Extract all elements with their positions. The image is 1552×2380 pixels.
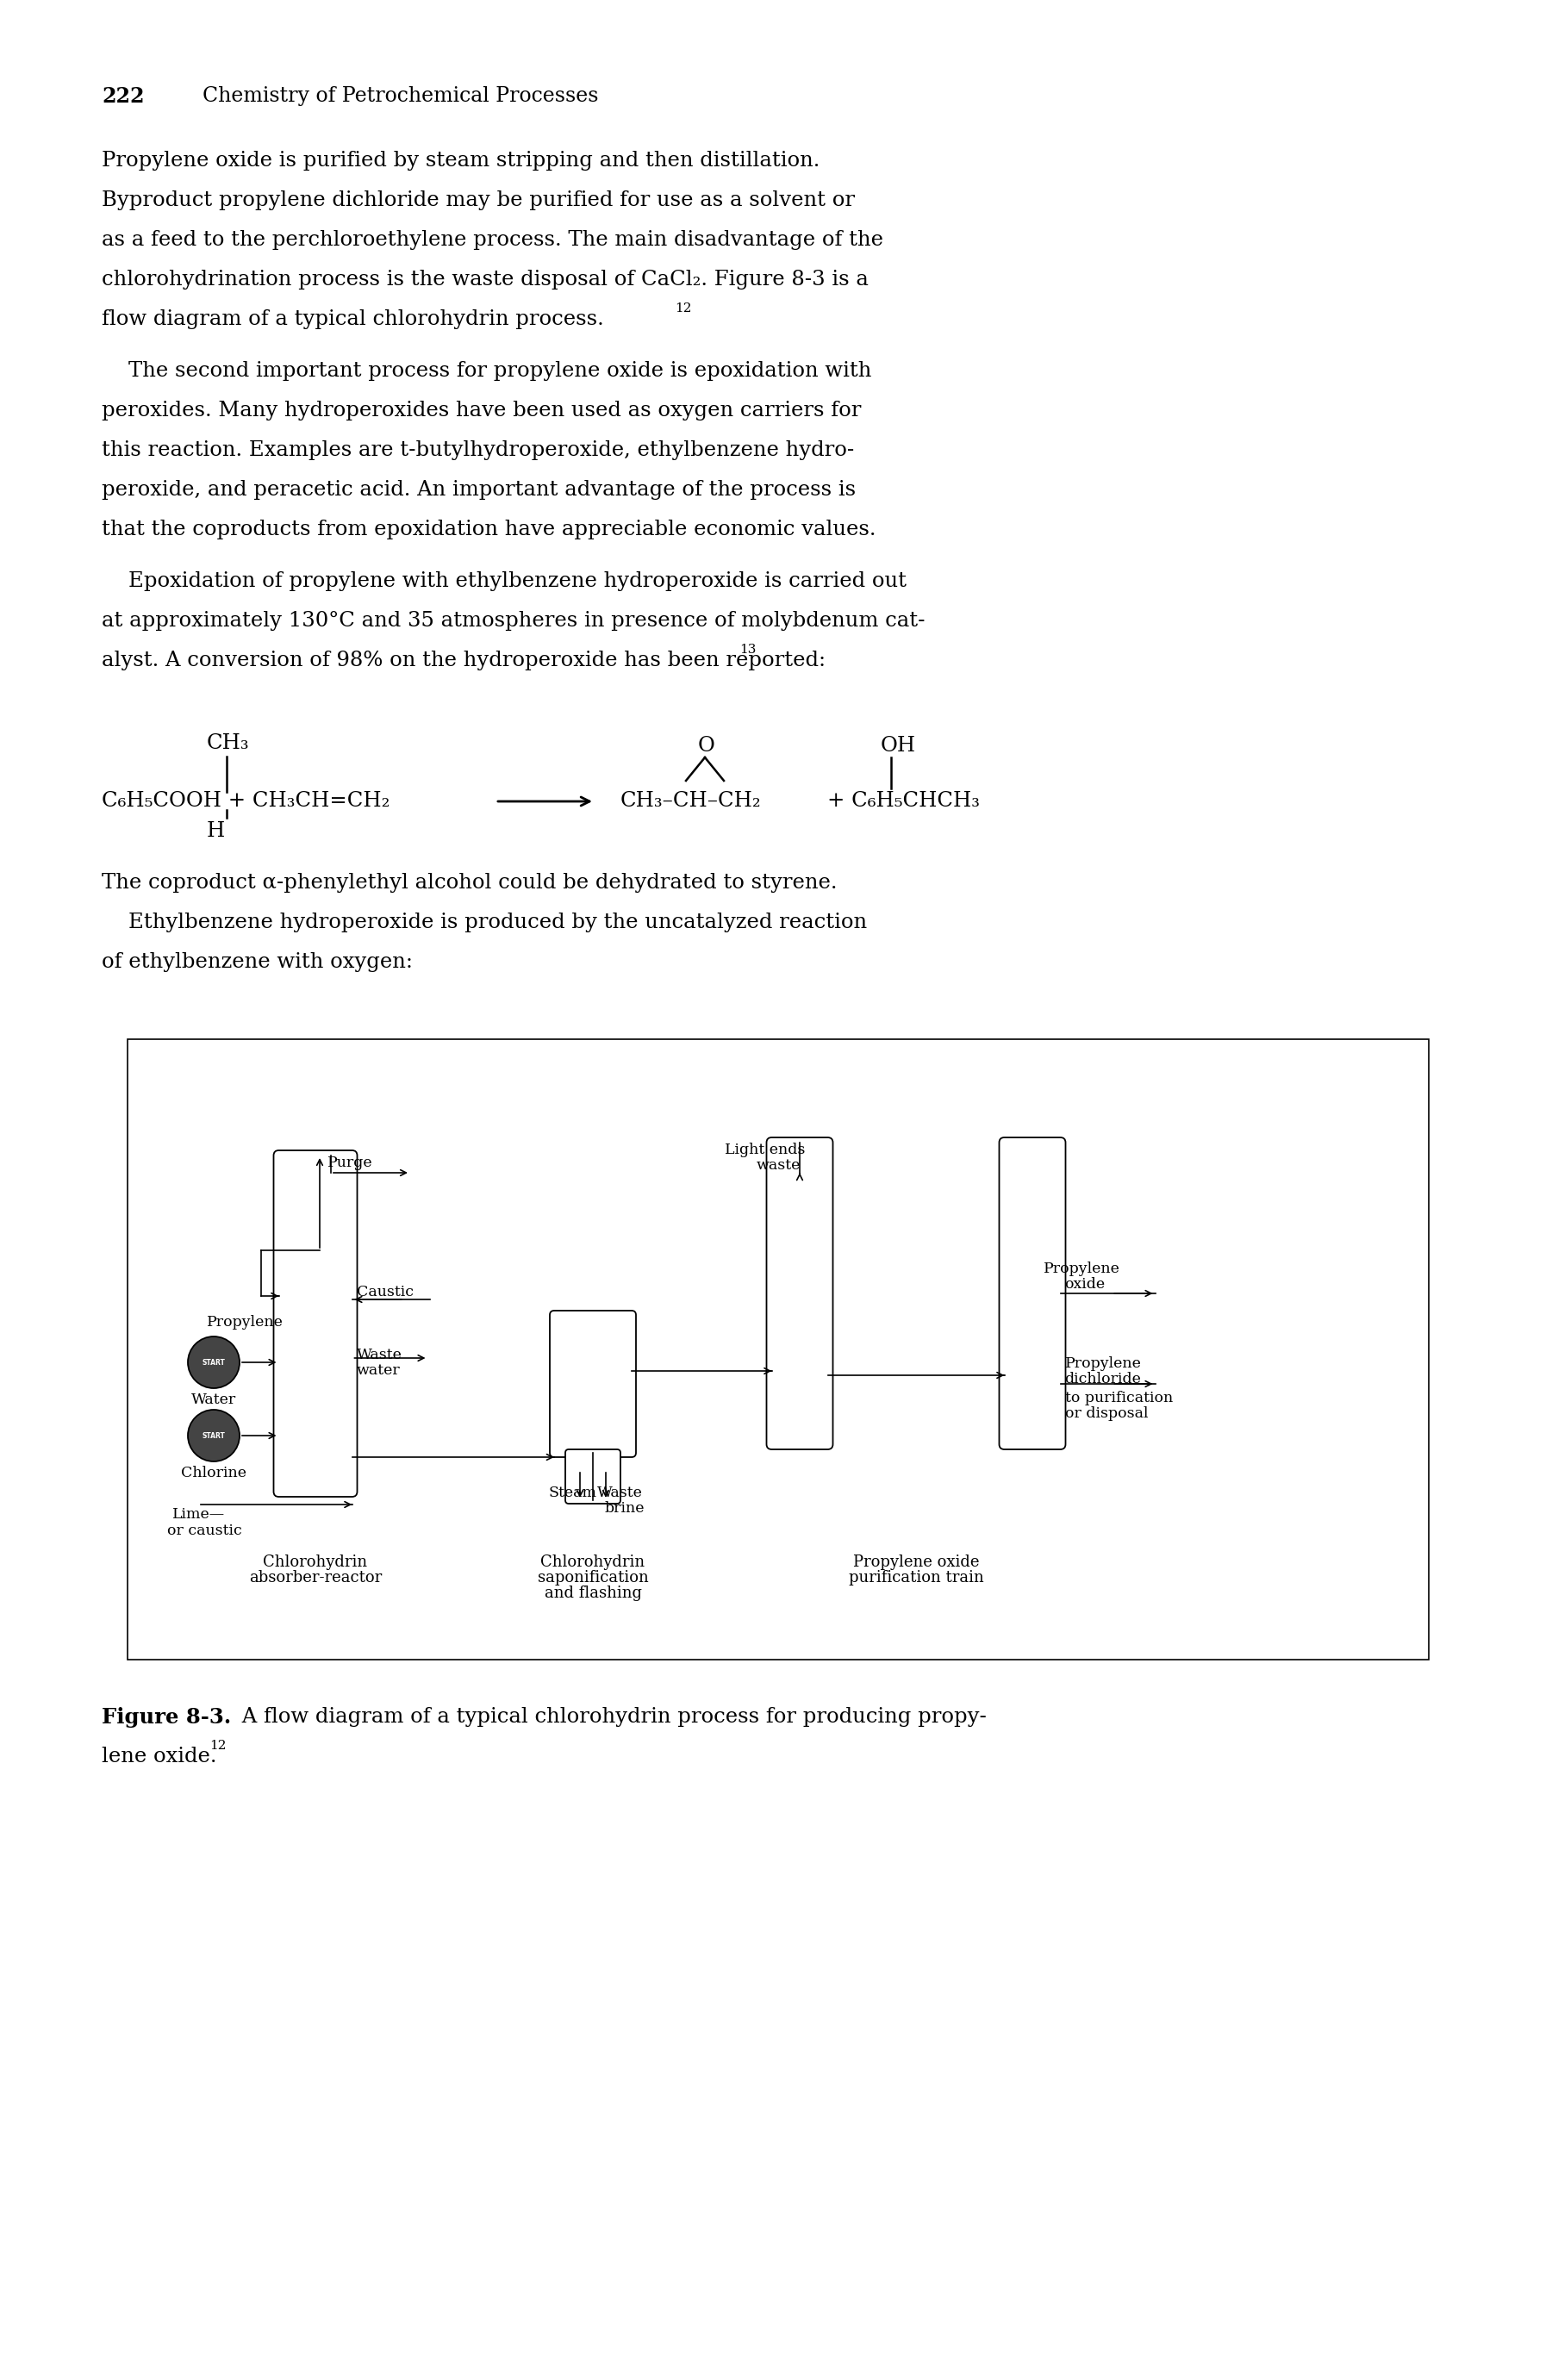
Text: 12: 12	[210, 1740, 227, 1752]
FancyBboxPatch shape	[565, 1449, 621, 1504]
Text: oxide: oxide	[1065, 1278, 1105, 1292]
Text: Light ends: Light ends	[725, 1142, 805, 1157]
Text: Water: Water	[191, 1392, 236, 1407]
Text: Propylene: Propylene	[1043, 1261, 1119, 1276]
Text: Waste: Waste	[598, 1485, 643, 1499]
Text: Propylene: Propylene	[206, 1314, 284, 1330]
Text: lene oxide.: lene oxide.	[102, 1747, 217, 1766]
Text: 13: 13	[739, 643, 756, 657]
Text: saponification: saponification	[537, 1571, 649, 1585]
Text: of ethylbenzene with oxygen:: of ethylbenzene with oxygen:	[102, 952, 413, 971]
Text: peroxides. Many hydroperoxides have been used as oxygen carriers for: peroxides. Many hydroperoxides have been…	[102, 400, 861, 421]
Text: or caustic: or caustic	[168, 1523, 242, 1537]
Text: Propylene oxide: Propylene oxide	[854, 1554, 979, 1571]
Text: to purification: to purification	[1065, 1390, 1173, 1407]
Text: this reaction. Examples are t-butylhydroperoxide, ethylbenzene hydro-: this reaction. Examples are t-butylhydro…	[102, 440, 854, 459]
Text: Steam: Steam	[548, 1485, 596, 1499]
Text: OH: OH	[880, 735, 916, 757]
Text: The second important process for propylene oxide is epoxidation with: The second important process for propyle…	[102, 362, 872, 381]
Bar	[127, 1040, 1429, 1659]
Text: Caustic: Caustic	[357, 1285, 413, 1299]
Text: or disposal: or disposal	[1065, 1407, 1148, 1421]
Text: peroxide, and peracetic acid. An important advantage of the process is: peroxide, and peracetic acid. An importa…	[102, 481, 855, 500]
Text: O: O	[698, 735, 715, 757]
Text: Chlorohydrin: Chlorohydrin	[264, 1554, 368, 1571]
Text: Byproduct propylene dichloride may be purified for use as a solvent or: Byproduct propylene dichloride may be pu…	[102, 190, 855, 209]
Text: that the coproducts from epoxidation have appreciable economic values.: that the coproducts from epoxidation hav…	[102, 519, 875, 540]
FancyBboxPatch shape	[999, 1138, 1066, 1449]
FancyBboxPatch shape	[273, 1150, 357, 1497]
FancyBboxPatch shape	[767, 1138, 833, 1449]
Text: absorber-reactor: absorber-reactor	[248, 1571, 382, 1585]
Text: START: START	[202, 1359, 225, 1366]
Text: dichloride: dichloride	[1065, 1371, 1141, 1388]
Text: The coproduct α-phenylethyl alcohol could be dehydrated to styrene.: The coproduct α-phenylethyl alcohol coul…	[102, 873, 837, 892]
Text: Lime—: Lime—	[172, 1507, 225, 1521]
Text: Chemistry of Petrochemical Processes: Chemistry of Petrochemical Processes	[202, 86, 599, 107]
Text: 12: 12	[675, 302, 692, 314]
Text: Chlorohydrin: Chlorohydrin	[540, 1554, 646, 1571]
Text: water: water	[357, 1364, 400, 1378]
Circle shape	[188, 1338, 239, 1388]
Text: 222: 222	[102, 86, 144, 107]
Text: START: START	[202, 1433, 225, 1440]
Text: Propylene: Propylene	[1065, 1357, 1141, 1371]
Text: Waste: Waste	[357, 1347, 402, 1361]
Circle shape	[188, 1409, 239, 1461]
Text: waste: waste	[756, 1159, 801, 1173]
Text: Ethylbenzene hydroperoxide is produced by the uncatalyzed reaction: Ethylbenzene hydroperoxide is produced b…	[102, 912, 868, 933]
Text: Chlorine: Chlorine	[182, 1466, 247, 1480]
Text: as a feed to the perchloroethylene process. The main disadvantage of the: as a feed to the perchloroethylene proce…	[102, 231, 883, 250]
Text: Figure 8-3.: Figure 8-3.	[102, 1706, 231, 1728]
Text: and flashing: and flashing	[545, 1585, 641, 1602]
Text: + C₆H₅CHCH₃: + C₆H₅CHCH₃	[827, 790, 979, 812]
Text: A flow diagram of a typical chlorohydrin process for producing propy-: A flow diagram of a typical chlorohydrin…	[236, 1706, 987, 1728]
Text: H: H	[206, 821, 225, 840]
Text: CH₃–CH–CH₂: CH₃–CH–CH₂	[621, 790, 762, 812]
Text: chlorohydrination process is the waste disposal of CaCl₂. Figure 8-3 is a: chlorohydrination process is the waste d…	[102, 269, 869, 290]
Text: at approximately 130°C and 35 atmospheres in presence of molybdenum cat-: at approximately 130°C and 35 atmosphere…	[102, 612, 925, 631]
Text: C₆H₅COOH + CH₃CH=CH₂: C₆H₅COOH + CH₃CH=CH₂	[102, 790, 390, 812]
Text: alyst. A conversion of 98% on the hydroperoxide has been reported:: alyst. A conversion of 98% on the hydrop…	[102, 650, 826, 671]
FancyBboxPatch shape	[549, 1311, 636, 1457]
Text: Epoxidation of propylene with ethylbenzene hydroperoxide is carried out: Epoxidation of propylene with ethylbenze…	[102, 571, 906, 590]
Text: CH₃: CH₃	[206, 733, 250, 752]
Text: flow diagram of a typical chlorohydrin process.: flow diagram of a typical chlorohydrin p…	[102, 309, 604, 328]
Text: brine: brine	[604, 1502, 644, 1516]
Text: Purge: Purge	[327, 1157, 372, 1171]
Text: purification train: purification train	[849, 1571, 984, 1585]
Text: Propylene oxide is purified by steam stripping and then distillation.: Propylene oxide is purified by steam str…	[102, 150, 819, 171]
